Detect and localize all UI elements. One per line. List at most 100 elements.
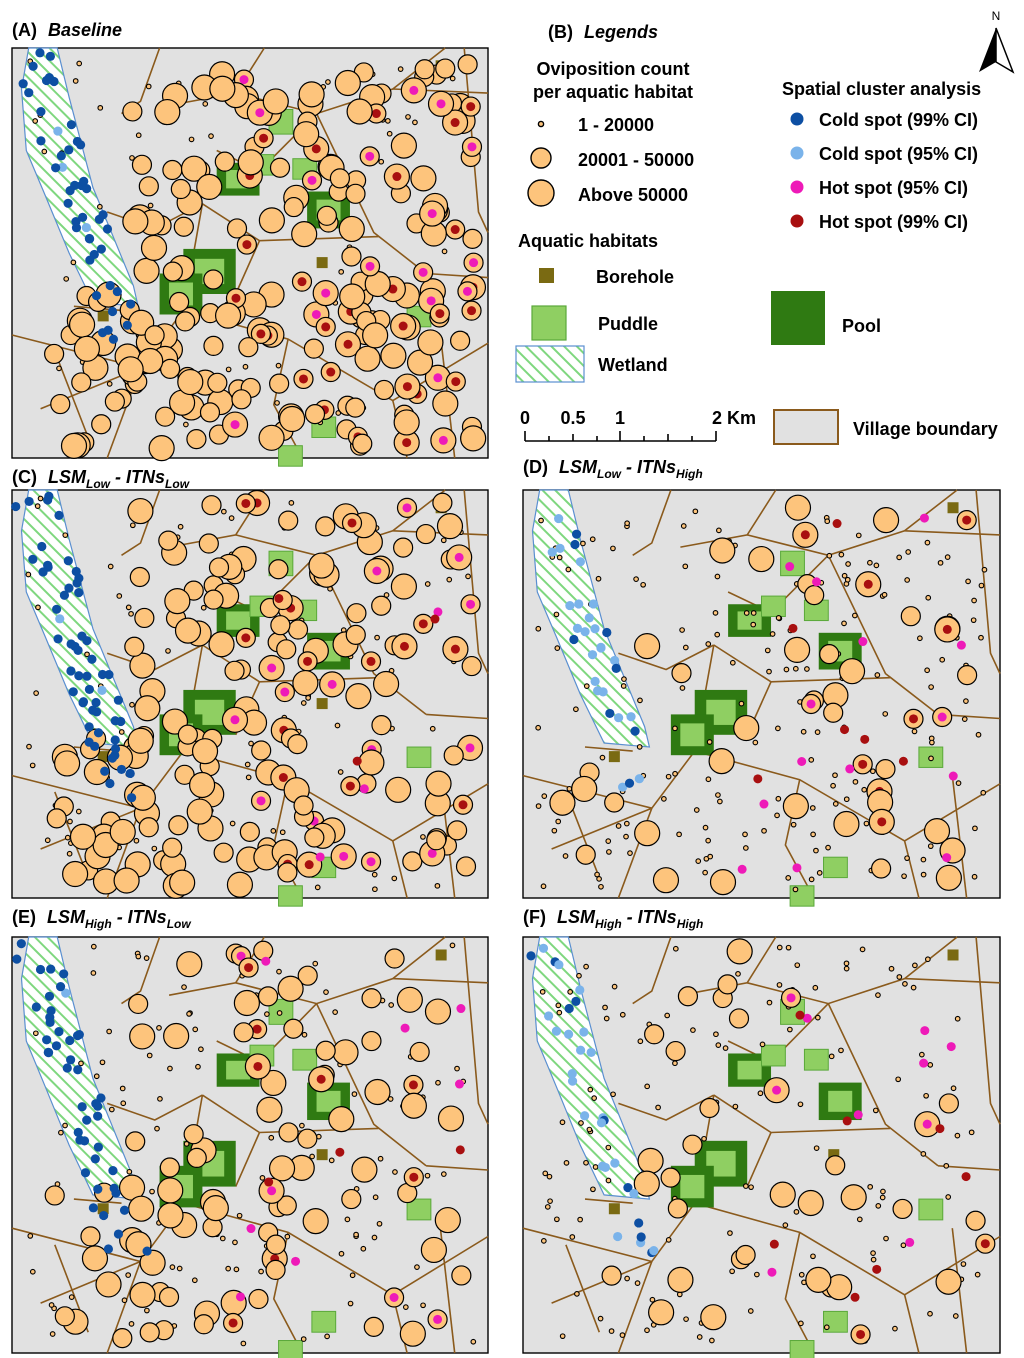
puddle-habitat bbox=[278, 1340, 303, 1358]
habitat-small-marker bbox=[927, 843, 934, 850]
habitat-small-marker bbox=[924, 667, 930, 674]
cold-spot-marker bbox=[90, 741, 100, 751]
cold-spot-marker bbox=[122, 320, 132, 330]
cold-spot-marker bbox=[77, 1102, 87, 1112]
panel-c-sub-a: Low bbox=[86, 477, 111, 491]
habitat-small-marker bbox=[875, 1203, 882, 1209]
habitat-small-marker bbox=[943, 1162, 950, 1169]
habitat-circle-marker bbox=[634, 820, 661, 847]
cold-spot-marker bbox=[125, 768, 135, 779]
hot-spot-marker bbox=[772, 1085, 782, 1095]
village-boundary-line bbox=[618, 644, 715, 671]
habitat-small-marker bbox=[377, 1155, 384, 1162]
habitat-circle-marker bbox=[226, 871, 254, 898]
habitat-circle-marker bbox=[157, 1202, 184, 1229]
habitat-small-marker bbox=[288, 500, 295, 506]
habitat-circle-marker bbox=[875, 759, 896, 780]
hot-spot-marker bbox=[438, 435, 448, 445]
habitat-small-marker bbox=[554, 1216, 560, 1223]
habitat-small-marker bbox=[37, 495, 44, 502]
cold-spot-marker bbox=[53, 634, 63, 644]
panel-c-letter: (C) bbox=[12, 467, 37, 487]
habitat-small-marker bbox=[225, 366, 232, 373]
hot-spot-marker bbox=[877, 817, 887, 827]
habitat-circle-marker bbox=[124, 636, 145, 657]
habitat-circle-marker bbox=[460, 425, 487, 452]
habitat-small-marker bbox=[567, 989, 574, 995]
habitat-small-marker bbox=[971, 873, 978, 880]
habitat-small-marker bbox=[838, 551, 845, 558]
hot-spot-marker bbox=[400, 1023, 410, 1033]
habitat-circle-marker bbox=[700, 1304, 727, 1331]
habitat-small-marker bbox=[129, 522, 136, 529]
hot-spot-marker bbox=[252, 1024, 262, 1034]
hot-spot-marker bbox=[326, 367, 336, 377]
habitat-circle-marker bbox=[373, 379, 395, 401]
cold-spot-marker bbox=[36, 136, 46, 146]
habitat-small-marker bbox=[918, 1051, 925, 1058]
borehole-habitat bbox=[97, 1203, 109, 1215]
habitat-small-marker bbox=[144, 1307, 150, 1314]
habitat-small-marker bbox=[242, 363, 249, 370]
habitat-small-marker bbox=[120, 1100, 127, 1107]
habitat-small-marker bbox=[454, 1065, 460, 1072]
cold-spot-marker bbox=[605, 708, 615, 719]
habitat-small-marker bbox=[574, 1291, 580, 1297]
habitat-small-marker bbox=[169, 1264, 176, 1271]
habitat-small-marker bbox=[29, 1268, 36, 1275]
habitat-small-marker bbox=[790, 821, 797, 828]
cold-spot-marker bbox=[43, 1047, 53, 1057]
cold-spot-marker bbox=[564, 1003, 574, 1014]
habitat-small-marker bbox=[792, 886, 799, 893]
habitat-small-marker bbox=[125, 604, 132, 611]
habitat-small-marker bbox=[268, 1134, 275, 1141]
habitat-small-marker bbox=[563, 1160, 570, 1166]
hot-spot-marker bbox=[261, 956, 271, 966]
cold-spot-marker bbox=[96, 244, 106, 254]
cluster-label-4: Hot spot (99% CI) bbox=[819, 212, 968, 232]
habitat-small-marker bbox=[539, 988, 546, 995]
cold-spot-marker bbox=[593, 686, 603, 696]
cold-spot-marker bbox=[35, 964, 46, 975]
habitat-circle-marker bbox=[432, 492, 453, 513]
habitat-small-marker bbox=[535, 625, 542, 632]
wetland-icon bbox=[515, 345, 585, 383]
borehole-habitat bbox=[435, 949, 447, 961]
habitat-circle-marker bbox=[203, 269, 224, 290]
map-frame bbox=[11, 47, 489, 467]
cold-spot-marker bbox=[93, 1142, 103, 1152]
habitat-small-marker bbox=[978, 634, 984, 641]
habitat-small-marker bbox=[824, 518, 831, 525]
habitat-small-marker bbox=[828, 1053, 835, 1060]
habitat-small-marker bbox=[569, 1234, 576, 1240]
hot-spot-marker bbox=[303, 656, 313, 666]
habitat-small-marker bbox=[208, 133, 214, 139]
habitat-small-marker bbox=[556, 1009, 563, 1016]
hot-spot-marker bbox=[427, 209, 437, 219]
habitat-circle-marker bbox=[260, 1069, 287, 1097]
hot-spot-marker bbox=[366, 656, 376, 666]
habitat-small-marker bbox=[99, 1059, 106, 1066]
habitat-small-marker bbox=[793, 1209, 800, 1215]
habitat-small-marker bbox=[580, 540, 586, 547]
habitat-circle-marker bbox=[203, 335, 224, 357]
habitat-small-marker bbox=[332, 1009, 338, 1015]
habitat-circle-marker bbox=[361, 1030, 382, 1052]
cold-spot-marker bbox=[82, 184, 92, 194]
cold-spot-marker bbox=[634, 774, 644, 784]
cold-spot-marker bbox=[93, 1111, 103, 1121]
habitat-circle-marker bbox=[341, 1188, 362, 1210]
habitat-small-marker bbox=[62, 532, 69, 539]
habitat-circle-marker bbox=[341, 246, 362, 267]
habitat-small-marker bbox=[875, 992, 881, 998]
cold-spot-marker bbox=[551, 1026, 562, 1036]
scalebar-tick-1: 0.5 bbox=[560, 408, 585, 428]
hot-spot-marker bbox=[398, 321, 408, 331]
cold-spot-99-icon bbox=[790, 112, 804, 126]
puddle-habitat bbox=[789, 1340, 815, 1358]
habitat-small-marker bbox=[595, 575, 602, 582]
habitat-small-marker bbox=[586, 1126, 593, 1133]
habitat-circle-marker bbox=[682, 1134, 703, 1155]
habitat-small-marker bbox=[870, 1250, 876, 1256]
habitat-small-marker bbox=[67, 818, 73, 825]
